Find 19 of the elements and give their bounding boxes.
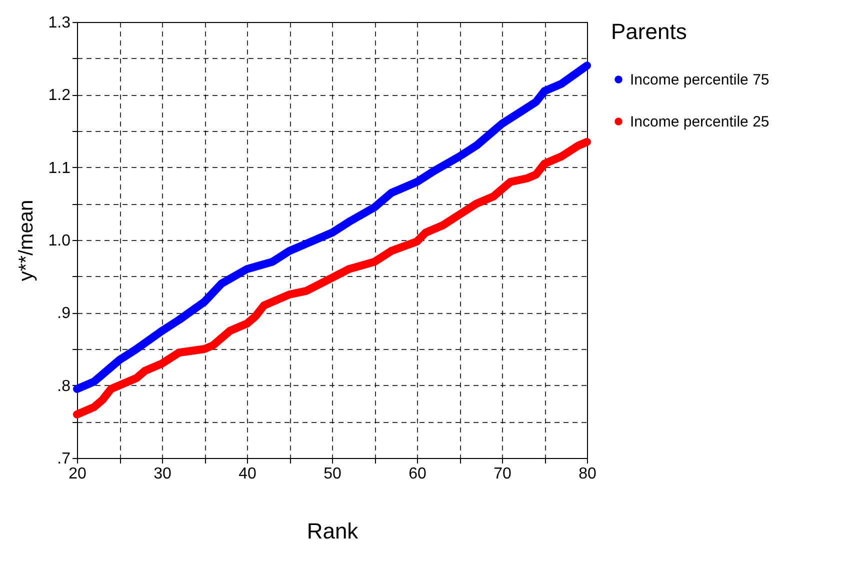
y-axis-title: y**/mean [15, 200, 38, 282]
y-tick-label: .8 [57, 378, 71, 395]
legend-title: Parents [611, 19, 687, 44]
x-tick-label: 80 [578, 466, 596, 482]
y-tick-label: 1.0 [48, 232, 71, 250]
x-tick-label: 30 [154, 466, 172, 482]
y-tick-label: 1.3 [48, 14, 71, 32]
legend-label: Income percentile 25 [630, 114, 770, 130]
x-tick-label: 70 [494, 466, 512, 482]
x-tick-label: 50 [324, 466, 342, 482]
x-tick-label: 60 [408, 466, 426, 482]
y-tick-label: .9 [57, 305, 71, 322]
x-axis-title: Rank [306, 518, 360, 544]
y-tick-label: 1.1 [48, 160, 71, 177]
x-tick-label: 20 [68, 466, 86, 482]
y-tick-label: .7 [57, 450, 71, 468]
y-tick-label: 1.2 [48, 87, 71, 104]
legend-label: Income percentile 75 [630, 72, 770, 88]
x-tick-label: 40 [238, 466, 256, 482]
